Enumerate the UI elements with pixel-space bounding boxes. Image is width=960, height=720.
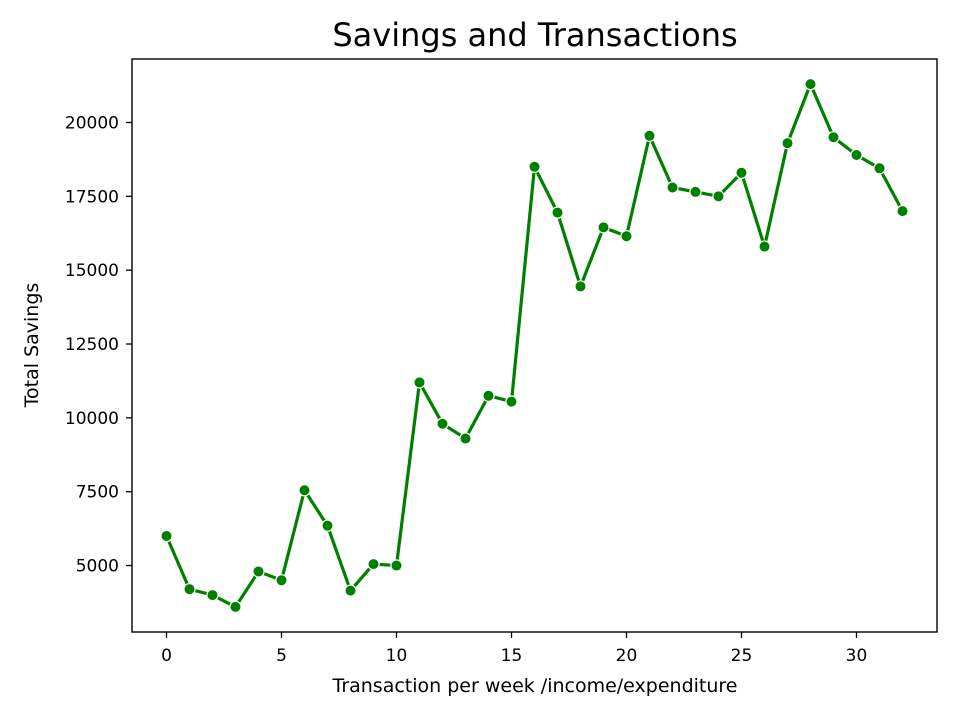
y-axis-label: Total Savings	[21, 283, 43, 409]
data-point	[666, 181, 679, 194]
data-point	[390, 559, 403, 572]
data-point	[206, 588, 219, 602]
x-tick-label: 20	[616, 646, 638, 666]
data-point	[344, 584, 357, 597]
y-tick-label: 12500	[65, 335, 119, 355]
series-savings	[160, 77, 909, 614]
x-tick-label: 15	[501, 646, 523, 666]
data-point	[758, 240, 771, 253]
data-point	[643, 129, 656, 142]
data-point	[735, 166, 748, 179]
data-point	[850, 148, 863, 162]
data-point	[459, 432, 472, 445]
data-point	[528, 160, 541, 174]
x-axis: 0 5 10 15 20 25 30	[161, 632, 867, 666]
data-point	[896, 204, 909, 218]
y-axis: 5000 7500 10000 12500 15000 17500 20000	[65, 114, 132, 577]
data-point	[873, 162, 886, 175]
data-point	[689, 185, 702, 199]
data-point	[367, 557, 380, 571]
data-point	[781, 136, 794, 150]
x-tick-label: 0	[161, 646, 172, 666]
data-point	[160, 529, 173, 543]
data-point	[827, 131, 840, 144]
chart-title: Savings and Transactions	[332, 16, 737, 54]
y-tick-label: 5000	[76, 557, 119, 577]
data-point	[712, 190, 725, 203]
data-point	[275, 574, 288, 587]
x-tick-label: 30	[846, 646, 868, 666]
data-point	[482, 389, 495, 402]
y-tick-label: 7500	[76, 483, 119, 503]
x-tick-label: 5	[276, 646, 287, 666]
y-tick-label: 17500	[65, 187, 119, 207]
data-point	[597, 221, 610, 234]
data-point	[183, 582, 196, 596]
data-point	[252, 565, 265, 578]
y-tick-label: 10000	[65, 409, 119, 429]
data-point	[436, 417, 449, 430]
data-point	[551, 206, 564, 219]
plot-frame	[131, 58, 938, 633]
data-point	[413, 376, 426, 389]
data-point	[620, 230, 633, 243]
y-tick-label: 15000	[65, 261, 119, 281]
data-point	[505, 395, 518, 408]
x-axis-label: Transaction per week /income/expenditure	[332, 675, 738, 697]
data-point	[298, 484, 311, 497]
data-point	[804, 77, 817, 91]
x-tick-label: 25	[731, 646, 753, 666]
y-tick-label: 20000	[65, 114, 119, 134]
data-point	[229, 600, 242, 614]
data-point	[321, 519, 334, 532]
x-tick-label: 10	[386, 646, 408, 666]
data-point	[574, 280, 587, 293]
